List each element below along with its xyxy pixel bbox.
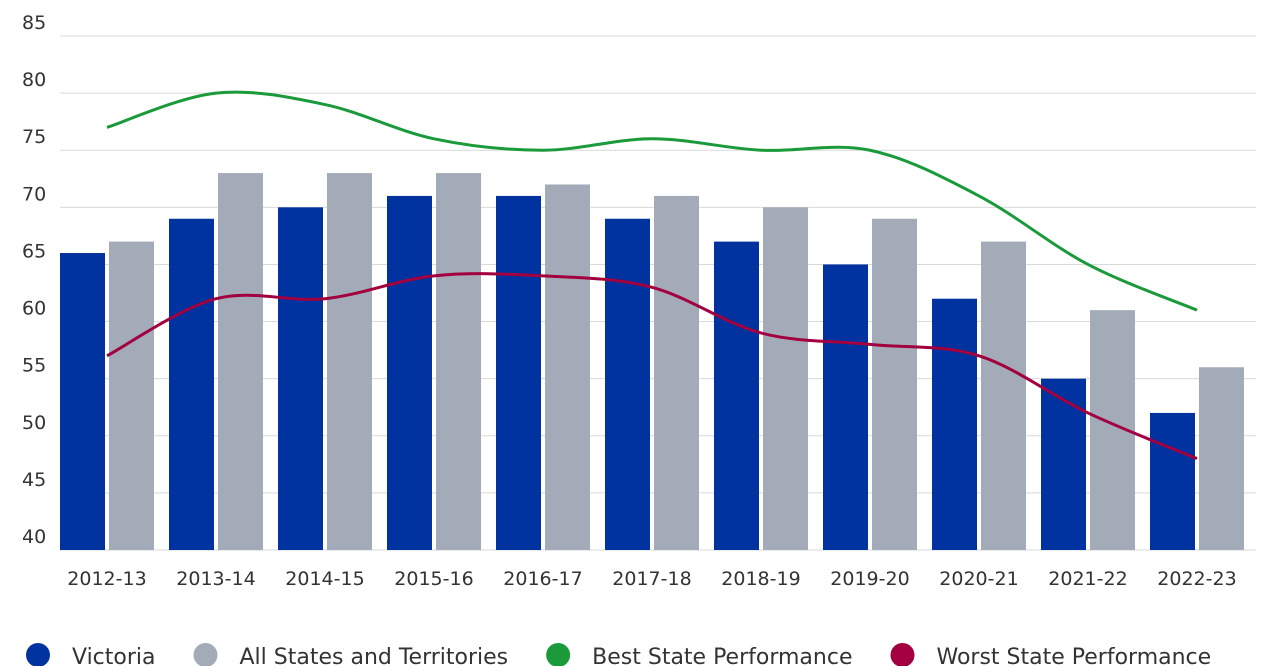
x-tick-label: 2022-23 <box>1157 568 1236 590</box>
bar <box>109 241 154 550</box>
bar <box>763 207 808 551</box>
bar <box>872 218 917 550</box>
bar <box>278 207 323 551</box>
x-tick-label: 2020-21 <box>939 568 1018 590</box>
bar <box>981 241 1026 550</box>
bar <box>932 298 977 550</box>
bar <box>1150 412 1195 550</box>
legend-label: Worst State Performance <box>937 645 1212 666</box>
x-tick-label: 2021-22 <box>1048 568 1127 590</box>
y-tick-label: 55 <box>22 355 46 377</box>
y-tick-label: 85 <box>22 12 46 34</box>
x-tick-label: 2015-16 <box>394 568 473 590</box>
bar <box>496 195 541 550</box>
y-tick-label: 80 <box>22 69 46 91</box>
legend-marker <box>890 643 915 666</box>
bar <box>605 218 650 550</box>
bar <box>387 195 432 550</box>
x-tick-label: 2018-19 <box>721 568 800 590</box>
legend-marker <box>193 643 218 666</box>
y-tick-label: 40 <box>22 526 46 548</box>
bar <box>545 184 590 550</box>
bar <box>169 218 214 550</box>
y-tick-label: 45 <box>22 469 46 491</box>
bar <box>327 173 372 551</box>
bar <box>218 173 263 551</box>
x-tick-label: 2016-17 <box>503 568 582 590</box>
line <box>106 90 1198 312</box>
x-tick-label: 2013-14 <box>176 568 255 590</box>
bar <box>823 264 868 550</box>
legend-label: Victoria <box>72 645 156 666</box>
y-tick-label: 75 <box>22 126 46 148</box>
line <box>106 272 1198 461</box>
bar <box>60 253 105 550</box>
y-tick-label: 65 <box>22 240 46 262</box>
y-tick-label: 50 <box>22 412 46 434</box>
bar <box>714 241 759 550</box>
legend-marker <box>26 643 50 666</box>
x-tick-label: 2014-15 <box>285 568 364 590</box>
x-tick-label: 2017-18 <box>612 568 691 590</box>
bar <box>1199 367 1244 550</box>
legend-label: All States and Territories <box>240 645 509 666</box>
y-tick-label: 70 <box>22 183 46 205</box>
legend-label: Best State Performance <box>592 645 852 666</box>
bar <box>654 195 699 550</box>
x-tick-label: 2019-20 <box>830 568 909 590</box>
bar <box>1041 378 1086 550</box>
x-tick-label: 2012-13 <box>67 568 146 590</box>
y-tick-label: 60 <box>22 298 46 320</box>
bar <box>436 173 481 551</box>
legend-marker <box>546 643 571 666</box>
